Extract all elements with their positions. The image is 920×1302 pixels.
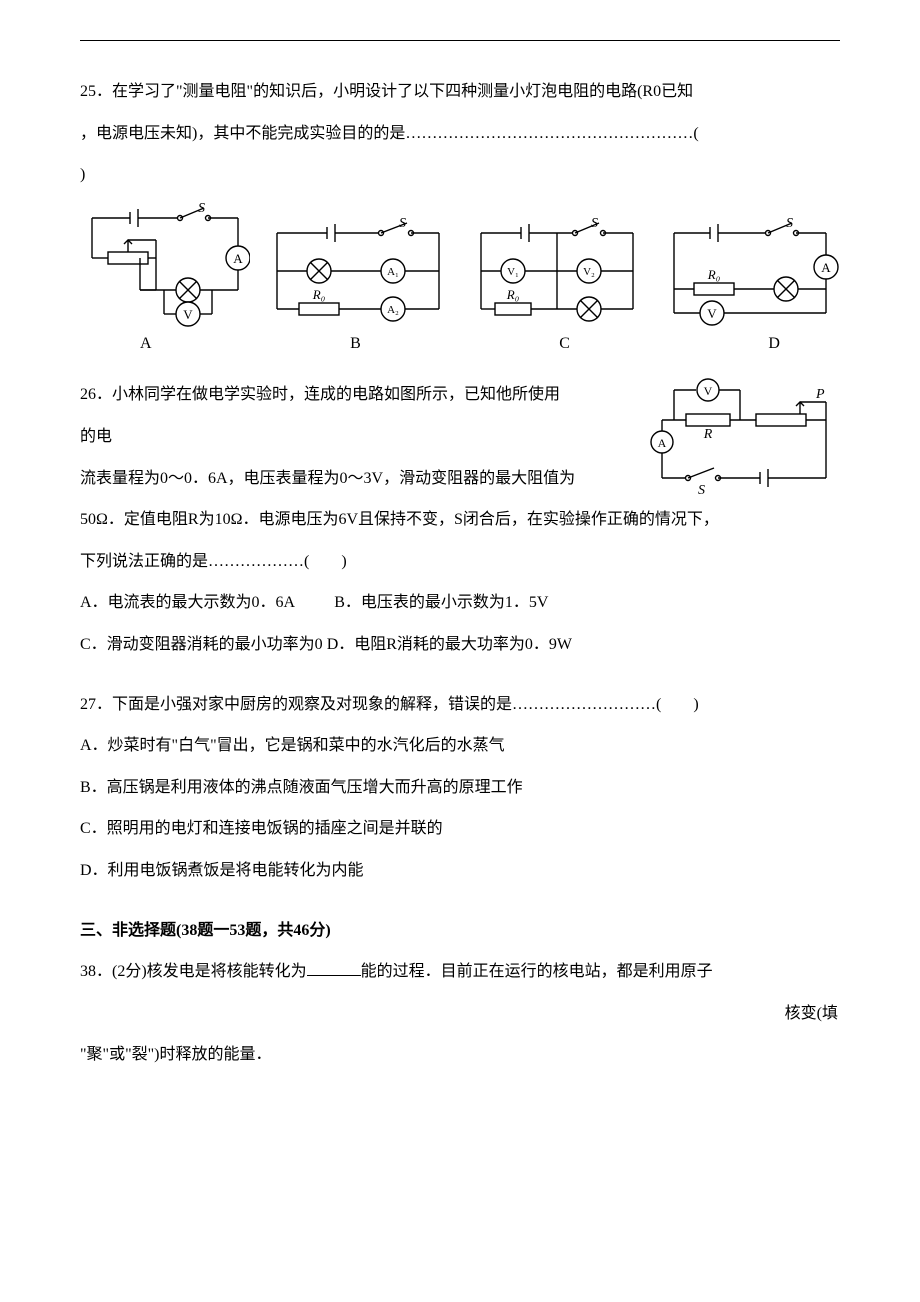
q25-stem-text-b: ，电源电压未知)，其中不能完成实验目的的是………………………………………………( [80,125,699,142]
q38-line2: 核变(填 [80,993,840,1035]
circuit-b-svg: A₁ R₀ A₂ S [263,217,453,327]
q26-opt-d: D．电阻R消耗的最大功率为0．9W [327,636,572,653]
q27-opt-b: B．高压锅是利用液体的沸点随液面气压增大而升高的原理工作 [80,767,840,809]
svg-text:V₁: V₁ [507,266,519,278]
circuit-a-svg: A [80,202,250,327]
circuit-c: V₁ V₂ R₀ [467,217,647,327]
label-b: B [350,331,361,357]
q26-opt-c: C．滑动变阻器消耗的最小功率为0 [80,636,323,653]
svg-text:A: A [821,260,831,275]
svg-text:A₂: A₂ [387,304,399,316]
svg-text:S: S [591,217,598,231]
q26-opts-cd: C．滑动变阻器消耗的最小功率为0 D．电阻R消耗的最大功率为0．9W [80,624,840,666]
q25-stem: 25．在学习了"测量电阻"的知识后，小明设计了以下四种测量小灯泡电阻的电路(R0… [80,71,840,113]
question-38: 38．(2分)核发电是将核能转化为能的过程．目前正在运行的核电站，都是利用原子 … [80,951,840,1076]
q26-line5: 下列说法正确的是………………( ) [80,541,840,583]
q25-stem-text-a: 25．在学习了"测量电阻"的知识后，小明设计了以下四种测量小灯泡电阻的电路(R0… [80,83,693,100]
q27-opt-c: C．照明用的电灯和连接电饭锅的插座之间是并联的 [80,808,840,850]
q26-opts-ab: A．电流表的最大示数为0．6A B．电压表的最小示数为1．5V [80,582,840,624]
circuit-b: A₁ R₀ A₂ S [263,217,453,327]
q38-line1a: 38．(2分)核发电是将核能转化为 [80,963,307,980]
q25-stem-text-c: ) [80,166,85,183]
q38-line1: 38．(2分)核发电是将核能转化为 能的过程．目前正在运行的核电站，都是利用原子 [80,951,840,993]
q26-opt-a: A．电流表的最大示数为0．6A [80,594,294,611]
circuit-d: A R₀ V [660,217,840,327]
q25-stem-line3: ) [80,154,840,196]
label-a: A [140,331,152,357]
svg-text:A₁: A₁ [387,266,399,278]
q25-labels: A B C D [80,331,840,357]
svg-text:V: V [183,307,193,322]
svg-text:V₂: V₂ [583,266,595,278]
question-25: 25．在学习了"测量电阻"的知识后，小明设计了以下四种测量小灯泡电阻的电路(R0… [80,71,840,356]
q38-line3: "聚"或"裂")时释放的能量． [80,1034,840,1076]
question-27: 27．下面是小强对家中厨房的观察及对现象的解释，错误的是………………………( )… [80,684,840,892]
label-d: D [768,331,780,357]
q27-opt-d: D．利用电饭锅煮饭是将电能转化为内能 [80,850,840,892]
svg-text:V: V [704,384,713,398]
svg-text:S: S [198,202,205,216]
q26-svg: A R P V [640,374,840,494]
svg-text:V: V [707,306,717,321]
svg-text:S: S [698,483,705,494]
q38-line1b: 能的过程．目前正在运行的核电站，都是利用原子 [361,963,713,980]
svg-text:S: S [399,217,406,231]
circuit-c-svg: V₁ V₂ R₀ [467,217,647,327]
q26-opt-b: B．电压表的最小示数为1．5V [334,594,548,611]
q26-figure: A R P V [640,374,840,494]
svg-text:R₀: R₀ [505,287,518,302]
svg-text:R: R [703,427,713,442]
svg-text:A: A [233,251,243,266]
q25-circuits: A [80,202,840,327]
question-26: A R P V [80,374,840,665]
q27-stem: 27．下面是小强对家中厨房的观察及对现象的解释，错误的是………………………( ) [80,684,840,726]
svg-text:P: P [815,387,825,402]
q38-blank [307,960,361,976]
q26-line4: 50Ω．定值电阻R为10Ω．电源电压为6V且保持不变，S闭合后，在实验操作正确的… [80,499,840,541]
q27-opt-a: A．炒菜时有"白气"冒出，它是锅和菜中的水汽化后的水蒸气 [80,725,840,767]
top-rule [80,40,840,41]
circuit-a: A [80,202,250,327]
q25-stem-line2: ，电源电压未知)，其中不能完成实验目的的是………………………………………………( [80,113,840,155]
label-c: C [559,331,570,357]
svg-text:R₀: R₀ [312,287,325,302]
svg-text:A: A [658,436,667,450]
section-3-header: 三、非选择题(38题一53题，共46分) [80,910,840,952]
circuit-d-svg: A R₀ V [660,217,840,327]
svg-text:S: S [786,217,793,231]
svg-text:R₀: R₀ [707,267,720,282]
